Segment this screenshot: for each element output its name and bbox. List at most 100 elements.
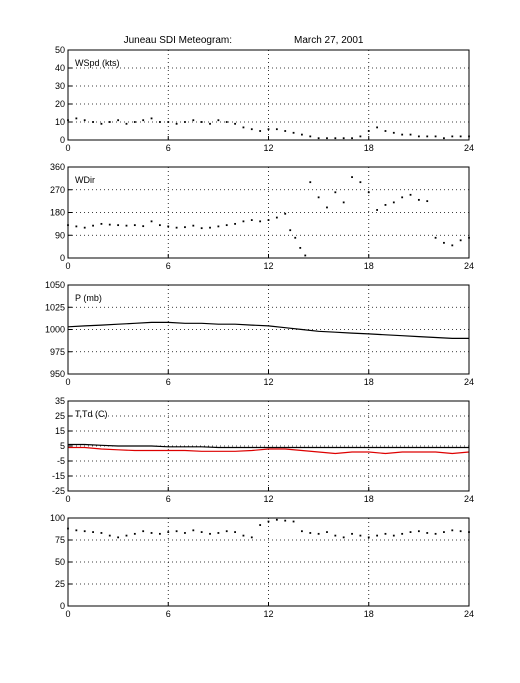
- y-tick-label: 75: [55, 535, 65, 545]
- data-point: [175, 122, 178, 125]
- x-tick-label: 6: [166, 143, 171, 153]
- data-point: [434, 135, 437, 138]
- data-point: [142, 119, 145, 122]
- x-tick-label: 12: [263, 143, 273, 153]
- data-point: [158, 532, 161, 535]
- panel-wind-direction: 0 6 12 18 24 0 90 180 270 360 WDir: [50, 162, 474, 271]
- data-point: [150, 532, 153, 534]
- data-point: [225, 224, 228, 227]
- data-point: [392, 131, 395, 134]
- data-point: [417, 198, 420, 201]
- data-point: [289, 229, 292, 232]
- data-point: [117, 536, 120, 539]
- y-tick-label: 5: [60, 441, 65, 451]
- data-point: [200, 121, 203, 123]
- data-point: [299, 246, 302, 249]
- data-point: [142, 225, 145, 228]
- y-tick-label: 15: [55, 426, 65, 436]
- x-tick-label: 0: [65, 261, 70, 271]
- data-point: [317, 532, 320, 535]
- data-point: [342, 201, 345, 204]
- panel-temperature-dewpoint: 0 6 12 18 24 -25 -15 -5 5 15 25 35 T,Td (C): [52, 396, 474, 504]
- data-point: [133, 121, 136, 123]
- data-point: [367, 191, 370, 194]
- data-point: [401, 133, 404, 136]
- series-line-0: [67, 321, 469, 339]
- x-tick-label: 18: [364, 377, 374, 387]
- y-tick-label: 25: [55, 411, 65, 421]
- data-point: [75, 225, 78, 228]
- data-point: [175, 226, 178, 229]
- data-point: [359, 135, 362, 138]
- data-point: [92, 121, 94, 123]
- data-point: [158, 121, 161, 123]
- data-point: [242, 220, 245, 223]
- data-point: [100, 222, 103, 225]
- panel-label: WSpd (kts): [75, 58, 120, 68]
- x-tick-label: 18: [364, 261, 374, 271]
- data-point: [142, 530, 145, 533]
- y-tick-label: 90: [55, 230, 65, 240]
- y-tick-label: 35: [55, 396, 65, 406]
- data-point: [200, 531, 203, 533]
- data-point: [284, 212, 287, 215]
- y-tick-label: 40: [55, 63, 65, 73]
- data-point: [317, 196, 320, 199]
- data-point: [217, 225, 220, 228]
- x-tick-label: 12: [263, 494, 273, 504]
- data-point: [234, 531, 236, 533]
- data-point: [459, 530, 462, 533]
- data-point: [342, 137, 345, 140]
- series-line-0: [68, 443, 469, 449]
- data-point: [83, 119, 86, 122]
- panel-label: T,Td (C): [75, 409, 108, 419]
- data-point: [234, 122, 236, 125]
- data-point: [217, 119, 220, 122]
- x-tick-label: 6: [166, 609, 171, 619]
- x-tick-label: 0: [65, 609, 70, 619]
- data-point: [304, 254, 307, 257]
- data-point: [334, 191, 337, 194]
- data-point: [250, 128, 253, 131]
- data-point: [242, 534, 245, 537]
- data-point: [175, 530, 178, 533]
- data-point: [459, 135, 462, 138]
- data-point: [267, 219, 270, 221]
- data-point: [376, 534, 379, 537]
- data-point: [184, 121, 186, 123]
- y-tick-label: 100: [50, 513, 65, 523]
- data-point: [292, 520, 295, 523]
- data-point: [417, 135, 420, 138]
- figure-title-left: Juneau SDI Meteogram:: [124, 35, 232, 46]
- data-point: [92, 224, 94, 227]
- data-point: [409, 133, 412, 136]
- data-point: [108, 121, 111, 123]
- data-point: [125, 534, 128, 537]
- data-point: [242, 126, 245, 129]
- data-point: [284, 519, 287, 522]
- data-point: [376, 209, 379, 211]
- x-tick-label: 0: [65, 494, 70, 504]
- data-point: [275, 128, 278, 131]
- data-point: [426, 135, 429, 138]
- data-point: [133, 224, 136, 227]
- data-point: [284, 130, 287, 132]
- data-point: [83, 226, 86, 229]
- data-point: [150, 117, 153, 120]
- panel-pressure: 0 6 12 18 24 950 975 1000 1025 1050 P (mb): [45, 280, 474, 387]
- panel-label: WDir: [75, 175, 95, 185]
- y-tick-label: 25: [55, 579, 65, 589]
- x-tick-label: 18: [364, 609, 374, 619]
- data-point: [301, 530, 303, 533]
- data-point: [250, 219, 253, 221]
- data-point: [125, 224, 128, 227]
- data-point: [259, 130, 262, 132]
- data-point: [351, 532, 353, 535]
- data-point: [192, 119, 195, 122]
- panel-label: P (mb): [75, 293, 102, 303]
- y-tick-label: 20: [55, 99, 65, 109]
- data-point: [434, 532, 437, 535]
- data-point: [309, 532, 312, 534]
- data-point: [434, 236, 437, 239]
- data-point: [259, 220, 262, 223]
